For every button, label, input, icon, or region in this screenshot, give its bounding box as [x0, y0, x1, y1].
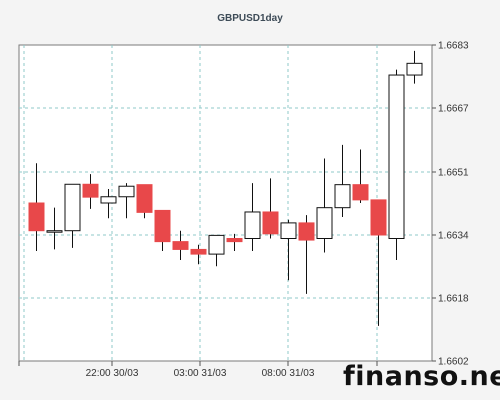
candle-body-bullish [100, 196, 117, 204]
candle-body-bullish [64, 183, 81, 232]
candle-body-bullish [316, 207, 333, 240]
plot-area [18, 44, 433, 362]
candle-body-bullish [406, 62, 423, 76]
candle-body-bearish [298, 222, 315, 241]
x-axis: 22:00 30/03 03:00 31/03 08:00 31/03 [18, 361, 378, 379]
x-tick-label: 03:00 31/03 [174, 368, 227, 379]
candle-body-bearish [190, 248, 207, 255]
watermark-logo: finanso.net [343, 361, 500, 392]
candle-body-bearish [82, 183, 99, 198]
y-tick-label: 1.6634 [438, 231, 469, 242]
candle-body-bullish [118, 185, 135, 198]
candle-body-bullish [244, 211, 261, 240]
candle-body-bearish [352, 184, 369, 201]
x-tick-label: 08:00 31/03 [262, 368, 315, 379]
x-tick-label: 22:00 30/03 [86, 368, 139, 379]
candle-body-bearish [226, 238, 243, 243]
candles [28, 50, 423, 326]
candle-body-bullish [280, 222, 297, 240]
y-axis: 1.6683 1.6667 1.6651 1.6634 1.6618 1.6602 [432, 41, 469, 368]
y-tick-label: 1.6651 [438, 168, 469, 179]
y-tick-label: 1.6667 [438, 104, 469, 115]
candle-body-bullish [334, 184, 351, 209]
y-tick-label: 1.6618 [438, 294, 469, 305]
candle-body-bearish [262, 211, 279, 235]
candle-body-bullish [46, 230, 63, 233]
candle-body-bearish [154, 209, 171, 243]
candle-body-bearish [28, 202, 45, 232]
candle-body-bearish [136, 184, 153, 213]
chart-title: GBPUSD1day [217, 13, 283, 24]
candle-body-bullish [388, 74, 405, 240]
y-tick-label: 1.6683 [438, 41, 469, 52]
candle-body-bullish [208, 234, 225, 255]
candle-body-bearish [370, 199, 387, 236]
y-tick-label: 1.6602 [438, 357, 469, 368]
candle-body-bearish [172, 241, 189, 250]
